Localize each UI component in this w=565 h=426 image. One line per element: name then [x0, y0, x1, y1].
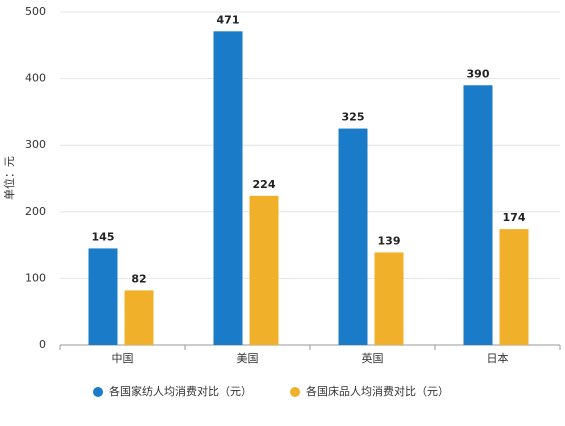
y-tick-label: 0: [39, 338, 46, 351]
bar: [499, 229, 529, 345]
bar: [88, 248, 118, 345]
legend-label: 各国家纺人均消费对比（元）: [109, 384, 252, 398]
data-label: 390: [467, 67, 490, 80]
data-label: 325: [342, 111, 365, 124]
data-label: 82: [131, 272, 146, 285]
x-tick-label: 英国: [362, 351, 384, 365]
legend-marker: [93, 387, 103, 397]
data-label: 145: [92, 230, 115, 243]
data-label: 139: [378, 234, 401, 247]
data-label: 224: [253, 178, 276, 191]
x-tick-label: 中国: [112, 352, 134, 365]
y-tick-label: 500: [25, 5, 46, 18]
y-tick-label: 200: [25, 205, 46, 218]
bar: [124, 290, 154, 345]
bar: [213, 31, 243, 346]
y-tick-label: 300: [25, 138, 46, 151]
x-tick-label: 日本: [487, 351, 509, 365]
data-label: 174: [503, 211, 526, 224]
y-tick-label: 400: [25, 72, 46, 85]
data-label: 471: [217, 13, 240, 26]
bar: [374, 252, 404, 345]
bar: [249, 195, 279, 345]
legend-marker: [290, 387, 300, 397]
y-axis-label: 单位：元: [2, 156, 16, 200]
bar: [338, 128, 368, 345]
y-tick-label: 100: [25, 271, 46, 284]
legend-label: 各国床品人均消费对比（元）: [306, 384, 449, 398]
bar: [463, 85, 493, 345]
x-tick-label: 美国: [237, 352, 259, 365]
